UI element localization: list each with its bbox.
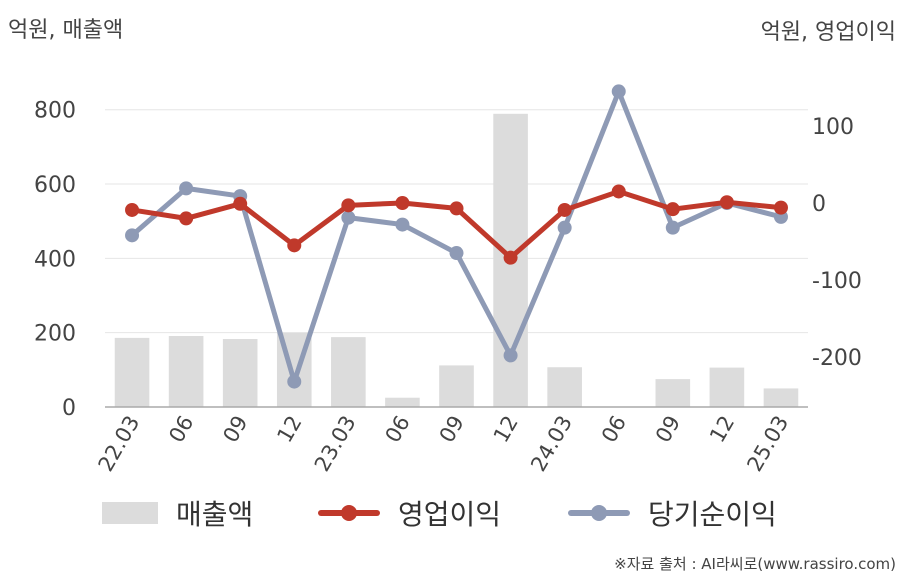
net-income-point: [341, 210, 356, 225]
x-axis-tick-label: 06: [597, 412, 631, 447]
x-axis-tick-label: 25.03: [742, 412, 793, 476]
right-axis-unit: 억원, 영업이익: [760, 20, 896, 45]
x-axis-tick-label: 09: [218, 412, 252, 447]
operating-income-point: [611, 184, 626, 199]
legend-item-operating-income: 영업이익: [318, 488, 501, 538]
operating-income-point: [503, 250, 518, 265]
operating-income-point: [719, 195, 734, 210]
x-axis-tick-label: 12: [272, 412, 306, 447]
legend: 매출액 영업이익 당기순이익: [0, 488, 908, 538]
legend-swatch-revenue: [102, 502, 158, 524]
left-axis-tick-label: 400: [34, 247, 76, 272]
x-axis-tick-label: 24.03: [526, 412, 577, 476]
left-axis-tick-label: 600: [34, 173, 76, 198]
operating-income-point: [773, 200, 788, 215]
operating-income-point: [341, 198, 356, 213]
net-income-point: [665, 220, 680, 235]
operating-income-point: [287, 238, 302, 253]
net-income-point: [449, 246, 464, 261]
net-income-point: [179, 181, 194, 196]
operating-income-point: [233, 196, 248, 211]
right-axis-tick-label: -100: [812, 269, 862, 294]
legend-label-net-income: 당기순이익: [648, 498, 777, 531]
net-income-point: [395, 217, 410, 232]
legend-label-operating-income: 영업이익: [398, 498, 502, 531]
revenue-bar: [439, 365, 474, 407]
operating-income-point: [395, 196, 410, 211]
bar-series: [114, 113, 799, 408]
x-axis-tick-label: 09: [651, 412, 685, 447]
x-axis-tick-label: 22.03: [94, 412, 145, 476]
x-axis-tick-label: 12: [705, 412, 739, 447]
data-source-note: ※자료 출처 : AI라씨로(www.rassiro.com): [614, 555, 896, 573]
operating-income-point: [665, 202, 680, 217]
revenue-bar: [114, 337, 150, 407]
revenue-bar: [331, 337, 366, 407]
left-axis-unit: 억원, 매출액: [8, 18, 124, 43]
operating-income-point: [449, 201, 464, 216]
x-axis-tick-label: 12: [489, 412, 523, 447]
operating-income-point: [557, 202, 572, 217]
legend-label-revenue: 매출액: [176, 498, 254, 531]
x-axis-tick-label: 23.03: [310, 412, 361, 476]
legend-swatch-net-income: [568, 502, 630, 524]
line-series: [125, 84, 788, 389]
operating-income-point: [125, 202, 140, 217]
x-axis-tick-label: 06: [164, 412, 198, 447]
revenue-bar: [385, 397, 420, 407]
net-income-line: [129, 88, 784, 385]
left-axis-tick-label: 800: [34, 99, 76, 124]
right-axis-tick-label: 0: [812, 192, 826, 217]
right-axis-tick-label: 100: [812, 115, 854, 140]
revenue-bar: [655, 379, 691, 407]
net-income-point: [611, 84, 626, 99]
operating-income-point: [179, 211, 194, 226]
left-axis-tick-label: 200: [34, 322, 76, 347]
revenue-bar: [222, 338, 258, 407]
net-income-point: [557, 220, 572, 235]
net-income-point: [503, 348, 518, 363]
revenue-bar: [709, 367, 745, 407]
legend-item-revenue: 매출액: [102, 488, 253, 538]
revenue-bar: [763, 388, 799, 407]
revenue-bar: [168, 336, 204, 407]
net-income-point: [125, 228, 140, 243]
legend-item-net-income: 당기순이익: [568, 488, 777, 538]
net-income-point: [287, 374, 302, 389]
legend-swatch-operating-income: [318, 502, 380, 524]
revenue-bar: [547, 367, 582, 407]
left-axis-tick-label: 0: [62, 396, 76, 421]
x-axis-tick-label: 09: [435, 412, 469, 447]
right-axis-tick-label: -200: [812, 346, 862, 371]
grid-lines: [105, 109, 808, 334]
x-axis-tick-label: 06: [381, 412, 415, 447]
